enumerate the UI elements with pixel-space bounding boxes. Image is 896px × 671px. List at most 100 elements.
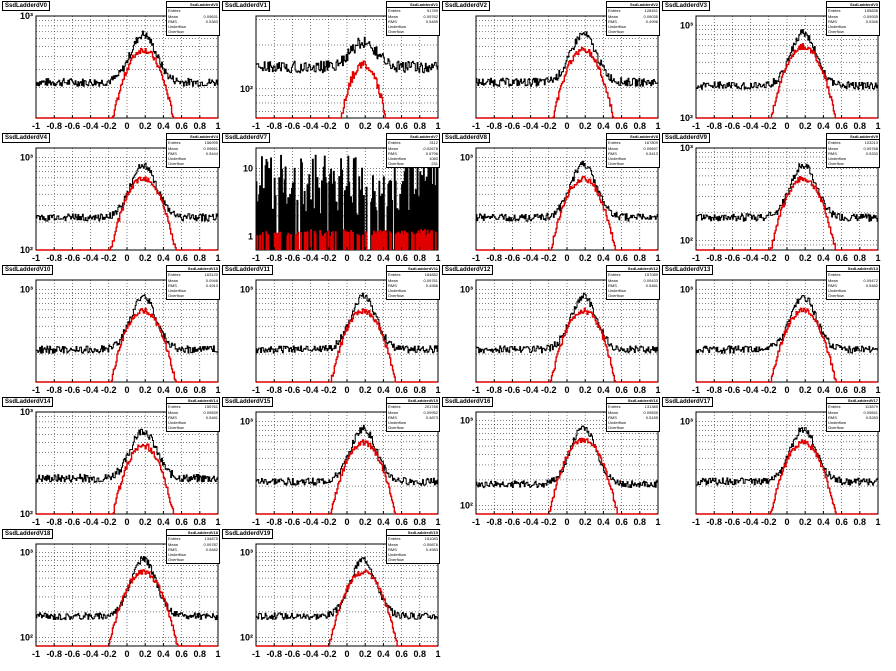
pad-title: SsdLadderdV9 [662,133,711,143]
stats-label: Entries [828,8,841,14]
stats-row: Overflow 231 [387,161,439,166]
x-tick-label: 0.2 [579,385,592,395]
series-all-hits [256,292,438,354]
x-tick-label: 0 [124,121,129,131]
stats-row: Underflow [167,420,219,425]
stats-value: 155836 [864,8,878,14]
stats-row: Entries 113879 [827,404,879,409]
stats-label: RMS [388,282,397,288]
stats-value: -0.02678 [422,145,438,151]
stats-row: Mean -0.02678 [387,146,439,151]
stats-label: Entries [388,272,401,278]
x-tick-label: 0.2 [359,649,372,659]
x-tick-label: -0.6 [65,517,81,527]
x-tick-label: 0.8 [194,385,207,395]
stats-label: Mean [168,409,179,415]
series-selected-hits [696,307,878,383]
y-tick-label: 10³ [680,416,693,426]
x-tick-label: -0.8 [266,253,282,263]
histogram-plot: -1 -0.8 -0.6 -0.4 -0.2 0 0.2 0.4 0.6 0.8 1 10³ 10² [20,147,221,263]
x-tick-label: -0.2 [541,385,557,395]
stats-value: 0.09433 [643,277,658,283]
stats-row: RMS 0.5185 [607,415,659,420]
stats-label: RMS [608,414,617,420]
stats-value: 0.4983 [425,546,438,552]
stats-row: Overflow [167,29,219,34]
stats-row: Entries 157089 [607,272,659,277]
stats-box: SsdLadderdV12 Entries 157089 Mean 0.09433 RMS… [606,265,660,300]
stats-label: Underflow [828,420,847,426]
stats-label: Mean [168,13,179,19]
stats-label: Entries [388,404,401,410]
stats-box: SsdLadderdV15 Entries 201785 Mean 0.09952 RMS… [386,397,440,432]
stats-title: SsdLadderdV7 [387,134,439,141]
stats-label: RMS [828,18,837,24]
series-selected-hits [696,43,878,119]
stats-value: 0.5413 [645,150,658,156]
x-tick-label: 0.6 [395,121,408,131]
x-tick-label: -0.8 [46,385,62,395]
x-tick-label: -0.2 [101,385,117,395]
x-tick-label: 0.2 [139,121,152,131]
x-tick-label: -0.8 [46,121,62,131]
stats-value: 0.5489 [425,18,438,24]
x-tick-label: 0.6 [615,121,628,131]
stats-row: RMS 0.5481 [607,283,659,288]
stats-label: Entries [828,140,841,146]
series-all-hits [696,427,878,486]
stats-value: 0.5333 [865,150,878,156]
histogram-plot: -1 -0.8 -0.6 -0.4 -0.2 0 0.2 0.4 0.6 0.8 1 10³ [680,411,881,527]
x-tick-label: -1 [32,649,40,659]
stats-row: Entries [167,8,219,13]
stats-row: Underflow [167,156,219,161]
x-tick-label: -1 [472,253,480,263]
x-tick-label: -0.8 [266,121,282,131]
stats-label: Entries [168,404,181,410]
stats-label: Overflow [388,29,404,35]
x-tick-label: -0.4 [83,253,99,263]
stats-value: 151083 [424,536,438,542]
stats-box: SsdLadderdV0 Entries Mean 0.09631 RMS 0.5383 U… [166,1,220,36]
x-tick-label: 0 [344,649,349,659]
x-tick-label: -0.4 [83,517,99,527]
x-tick-label: -0.6 [505,517,521,527]
histogram-pad: -1 -0.8 -0.6 -0.4 -0.2 0 0.2 0.4 0.6 0.8 1 10 1 SsdLa… [220,132,442,266]
stats-label: Overflow [388,425,404,431]
stats-row: Entries 134875 [167,536,219,541]
stats-label: Mean [168,277,179,283]
x-tick-label: 0 [784,385,789,395]
x-tick-label: 1 [655,517,660,527]
histogram-pad: -1 -0.8 -0.6 -0.4 -0.2 0 0.2 0.4 0.6 0.8 1 10³ SsdLa… [220,396,442,530]
pad-title: SsdLadderdV10 [2,265,54,275]
x-tick-label: 0.8 [854,517,867,527]
pad-title: SsdLadderdV8 [442,133,491,143]
y-tick-label: 10³ [680,284,693,294]
stats-value: 128451 [644,8,658,14]
stats-label: RMS [828,282,837,288]
histogram-pad: -1 -0.8 -0.6 -0.4 -0.2 0 0.2 0.4 0.6 0.8 1 10³ SsdLa… [660,396,882,530]
stats-row: RMS 0.5283 [827,415,879,420]
x-tick-label: 0.4 [817,385,830,395]
series-all-hits [476,160,658,222]
x-tick-label: -0.2 [321,121,337,131]
histogram-pad: -1 -0.8 -0.6 -0.4 -0.2 0 0.2 0.4 0.6 0.8 1 10³ SsdLa… [440,264,662,398]
series-selected-hits [256,569,438,647]
series-all-hits [256,557,438,620]
x-tick-label: 0.2 [139,649,152,659]
stats-value: 184882 [424,272,438,278]
x-tick-label: 0.6 [835,385,848,395]
x-tick-label: 0.8 [194,121,207,131]
stats-row: Mean 0.09935 [827,14,879,19]
y-tick-label: 10³ [680,20,693,30]
stats-label: RMS [168,546,177,552]
stats-value: 0.09841 [863,409,878,415]
stats-row: Overflow [827,293,879,298]
pad-title: SsdLadderdV0 [2,1,51,11]
stats-box: SsdLadderdV8 Entries 167809 Mean 0.09697 RMS 0… [606,133,660,168]
stats-label: Mean [168,541,179,547]
x-tick-label: -0.6 [65,253,81,263]
stats-value: 0.09935 [863,13,878,19]
histogram-pad: -1 -0.8 -0.6 -0.4 -0.2 0 0.2 0.4 0.6 0.8 1 SsdLadde… [440,0,662,134]
stats-label: Overflow [388,293,404,299]
stats-label: Entries [608,140,621,146]
